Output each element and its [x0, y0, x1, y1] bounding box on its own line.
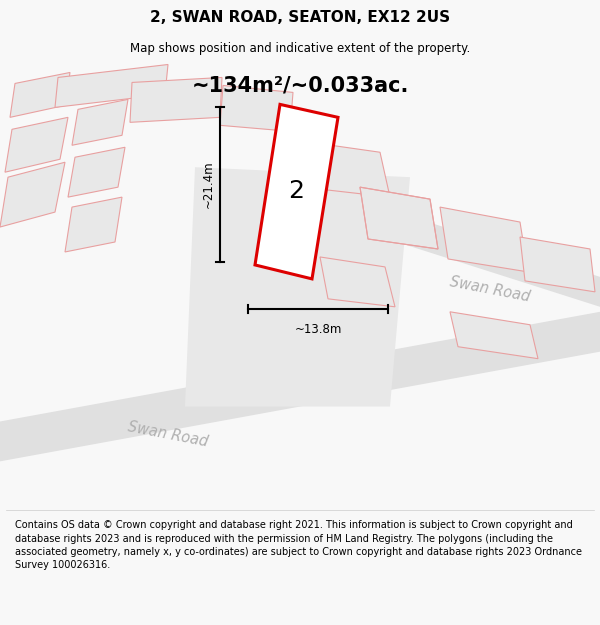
- Text: 2, SWAN ROAD, SEATON, EX12 2US: 2, SWAN ROAD, SEATON, EX12 2US: [150, 10, 450, 25]
- Polygon shape: [440, 207, 528, 272]
- Text: Map shows position and indicative extent of the property.: Map shows position and indicative extent…: [130, 42, 470, 55]
- Polygon shape: [450, 312, 538, 359]
- Polygon shape: [65, 197, 122, 252]
- Polygon shape: [520, 237, 595, 292]
- Polygon shape: [220, 86, 293, 131]
- Text: Swan Road: Swan Road: [127, 419, 209, 449]
- Polygon shape: [130, 78, 222, 122]
- Text: ~134m²/~0.033ac.: ~134m²/~0.033ac.: [191, 76, 409, 96]
- Polygon shape: [255, 104, 338, 279]
- Text: ~21.4m: ~21.4m: [202, 161, 215, 209]
- Polygon shape: [72, 99, 128, 145]
- Polygon shape: [350, 197, 600, 307]
- Polygon shape: [0, 162, 65, 227]
- Polygon shape: [55, 64, 168, 108]
- Polygon shape: [0, 312, 600, 461]
- Polygon shape: [68, 148, 125, 197]
- Text: Swan Road: Swan Road: [449, 274, 532, 304]
- Text: Contains OS data © Crown copyright and database right 2021. This information is : Contains OS data © Crown copyright and d…: [15, 521, 582, 570]
- Polygon shape: [5, 118, 68, 172]
- Polygon shape: [10, 72, 70, 118]
- Polygon shape: [310, 142, 390, 197]
- Polygon shape: [320, 257, 395, 307]
- Text: ~13.8m: ~13.8m: [295, 322, 341, 336]
- Polygon shape: [360, 187, 438, 249]
- Polygon shape: [185, 168, 410, 406]
- Text: 2: 2: [288, 179, 304, 203]
